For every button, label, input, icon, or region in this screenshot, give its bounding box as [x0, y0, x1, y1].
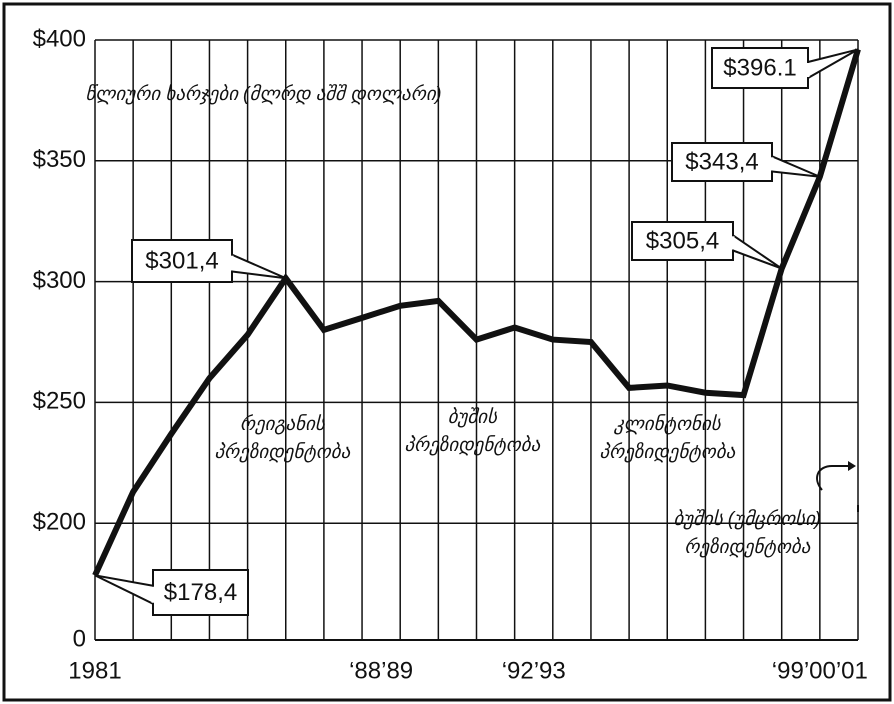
x-tick-label: 1981	[68, 657, 121, 684]
data-label: $178,4	[164, 579, 237, 606]
arrow-head	[848, 461, 856, 471]
data-label: $301,4	[145, 247, 218, 274]
callout-box	[711, 47, 809, 89]
callout-pointer	[732, 233, 783, 270]
callout-pointer	[771, 154, 821, 178]
data-line	[92, 48, 861, 577]
y-tick-label: $400	[33, 25, 86, 52]
chart-title: წლიური ხარჯები (მლრდ აშშ დოლარი)	[85, 84, 442, 105]
y-tick-label: $200	[33, 509, 86, 536]
arrow	[816, 465, 848, 491]
data-label: $343,4	[685, 148, 758, 175]
y-tick-label: $350	[33, 146, 86, 173]
x-tick-label: ‘99’00’01	[772, 657, 868, 684]
callout-box	[671, 142, 773, 182]
y-tick-label: 0	[73, 625, 86, 652]
x-tick-label: ‘92’93	[502, 657, 566, 684]
x-tick-label: ‘88’89	[349, 657, 413, 684]
y-tick-label: $300	[33, 267, 86, 294]
callout-pointer	[94, 574, 154, 606]
callout-box	[631, 221, 734, 261]
annotation: კლინტონის	[613, 414, 722, 435]
annotation: რეიგანის	[240, 414, 326, 435]
annotation: პრეზიდენტობა	[599, 442, 736, 463]
annotation: რეზიდენტობა	[684, 537, 811, 558]
annotation: ბუშის (უმცროსი)	[673, 509, 821, 530]
data-label: $305,4	[646, 227, 719, 254]
callout-box	[131, 239, 233, 283]
y-tick-label: $250	[33, 388, 86, 415]
data-label: $396.1	[723, 54, 796, 81]
callout-pointer	[231, 253, 287, 280]
annotation: ბუშის	[447, 407, 497, 428]
annotation: პრეზიდენტობა	[404, 435, 541, 456]
annotation: პრეზიდენტობა	[214, 442, 351, 463]
